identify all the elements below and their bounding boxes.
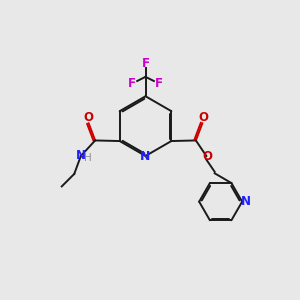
Text: F: F	[155, 77, 163, 90]
Text: O: O	[83, 111, 93, 124]
Text: H: H	[84, 153, 92, 164]
Text: O: O	[202, 150, 212, 164]
Text: N: N	[140, 150, 151, 163]
Text: O: O	[199, 111, 208, 124]
Text: N: N	[76, 149, 86, 162]
Text: N: N	[241, 195, 251, 208]
Text: F: F	[142, 57, 149, 70]
Text: F: F	[128, 77, 136, 90]
